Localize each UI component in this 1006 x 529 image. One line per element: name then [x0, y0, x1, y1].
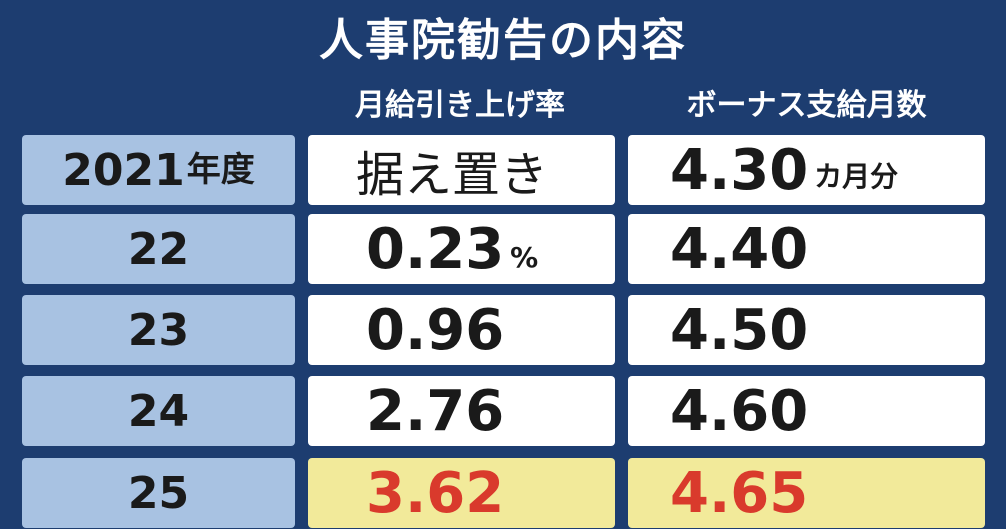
table-cell: 4.30 カ月分 — [628, 135, 985, 205]
cell-text: 据え置き — [356, 147, 549, 203]
cell-text: 4.50 — [670, 297, 809, 363]
cell-text: 3.62 — [366, 460, 505, 526]
table-cell: 4.60 — [628, 376, 985, 446]
table-cell: 23 — [22, 295, 295, 365]
cell-text: 23 — [127, 304, 190, 356]
cell-unit: % — [510, 241, 539, 274]
cell-text: 24 — [127, 385, 190, 437]
table-cell: 0.96 — [308, 295, 615, 365]
cell-text: 0.23 — [366, 216, 505, 282]
cell-text: 4.65 — [670, 460, 809, 526]
table-cell: 4.65 — [628, 458, 985, 528]
cell-unit: カ月分 — [814, 160, 899, 193]
table-cell: 25 — [22, 458, 295, 528]
table-cell: 据え置き — [308, 135, 615, 205]
cell-text: 4.30 — [670, 137, 809, 203]
table-cell: 24 — [22, 376, 295, 446]
cell-text: 2.76 — [366, 378, 505, 444]
cell-unit: 年度 — [186, 150, 255, 190]
cell-text: 25 — [127, 467, 190, 519]
table-cell: 2021 年度 — [22, 135, 295, 205]
title: 人事院勧告の内容 — [319, 15, 687, 66]
table-cell: 0.23% — [308, 214, 615, 284]
cell-text: 0.96 — [366, 297, 505, 363]
table-cell: 3.62 — [308, 458, 615, 528]
column-header: 月給引き上げ率 — [355, 88, 565, 123]
column-header: ボーナス支給月数 — [686, 88, 927, 123]
table-cell: 4.40 — [628, 214, 985, 284]
table-cell: 4.50 — [628, 295, 985, 365]
cell-text: 2021 — [62, 144, 185, 196]
cell-text: 4.60 — [670, 378, 809, 444]
table-cell: 2.76 — [308, 376, 615, 446]
cell-text: 4.40 — [670, 216, 809, 282]
table-cell: 22 — [22, 214, 295, 284]
cell-text: 22 — [127, 223, 190, 275]
